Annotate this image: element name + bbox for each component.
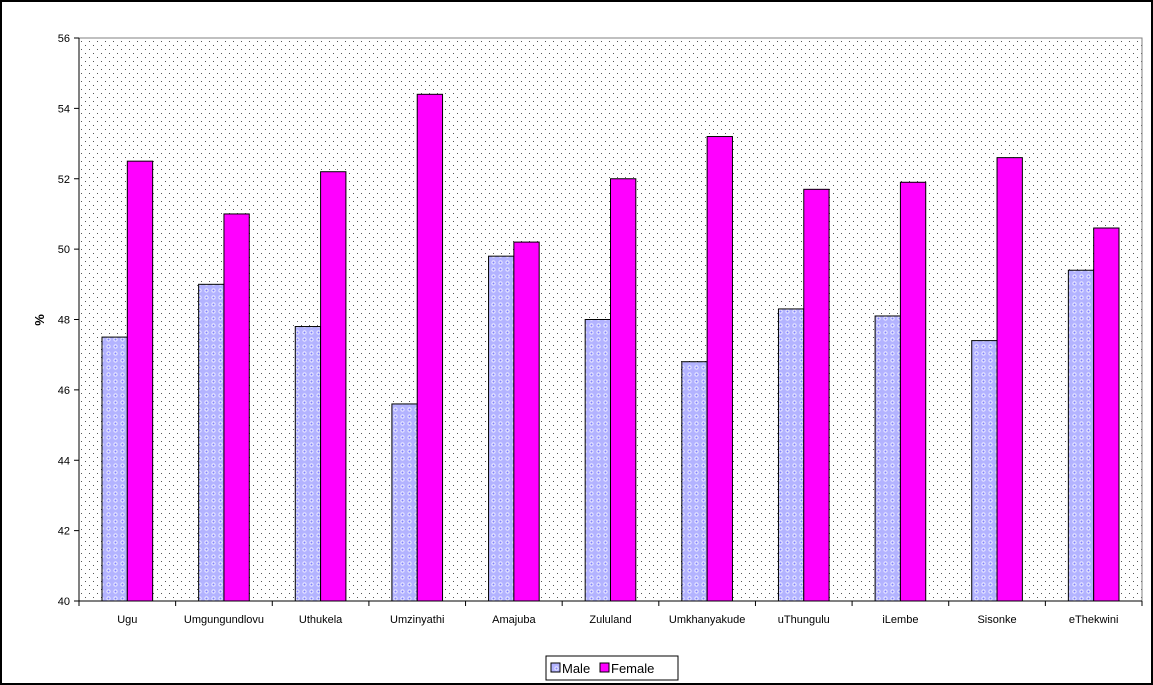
- x-tick-label: Umkhanyakude: [669, 614, 745, 626]
- x-axis: Ugu Umgungundlovu Uthukela Umzinyathi Amajub…: [78, 600, 1143, 626]
- bar-female: [996, 157, 1023, 602]
- x-tick-label: eThekwini: [1069, 614, 1119, 626]
- bar-male: [874, 315, 901, 602]
- bar-male: [101, 336, 128, 602]
- bar-male: [777, 308, 805, 602]
- y-axis-label: %: [32, 314, 47, 326]
- bar-female: [803, 188, 830, 602]
- x-tick-label: Umgungundlovu: [184, 614, 264, 626]
- bar-female: [610, 178, 637, 602]
- bar-female: [126, 160, 154, 602]
- bar-male: [584, 319, 612, 602]
- bar-male: [681, 361, 708, 602]
- y-tick-label: 54: [58, 103, 70, 115]
- x-tick-label: Uthukela: [299, 614, 343, 626]
- bar-male: [1067, 269, 1095, 602]
- legend-label-male: Male: [562, 661, 590, 676]
- bar-female: [513, 241, 540, 602]
- bar-male: [391, 403, 418, 602]
- bar-male: [488, 255, 515, 602]
- bar-female: [899, 181, 927, 602]
- bar-female: [416, 93, 444, 602]
- y-tick-label: 52: [58, 174, 70, 186]
- legend: Male Female: [545, 655, 679, 681]
- bar-female: [706, 136, 733, 602]
- legend-label-female: Female: [611, 661, 654, 676]
- bars: [101, 93, 1120, 602]
- legend-swatch-female: [599, 662, 610, 673]
- y-tick-label: 50: [58, 244, 70, 256]
- bar-male: [294, 326, 322, 602]
- y-tick-label: 44: [58, 455, 70, 467]
- x-tick-label: Zululand: [589, 614, 631, 626]
- x-tick-label: Amajuba: [492, 614, 536, 626]
- x-tick-label: Ugu: [117, 614, 137, 626]
- y-tick-label: 56: [58, 33, 70, 45]
- bar-female: [1093, 227, 1120, 602]
- bar-female: [320, 171, 347, 602]
- bar-male: [971, 340, 998, 602]
- y-tick-label: 48: [58, 315, 70, 327]
- y-tick-label: 46: [58, 385, 70, 397]
- legend-box: [545, 655, 679, 681]
- bar-male: [198, 283, 225, 602]
- x-tick-label: iLembe: [882, 614, 918, 626]
- bar-female: [223, 213, 250, 602]
- y-axis: 40 42 44 46 48 50 52 54 56: [58, 33, 80, 608]
- y-tick-label: 42: [58, 526, 70, 538]
- y-tick-label: 40: [58, 596, 70, 608]
- x-tick-label: Umzinyathi: [390, 614, 444, 626]
- legend-swatch-male: [550, 662, 561, 673]
- x-tick-label: Sisonke: [977, 614, 1016, 626]
- x-tick-label: uThungulu: [778, 614, 830, 626]
